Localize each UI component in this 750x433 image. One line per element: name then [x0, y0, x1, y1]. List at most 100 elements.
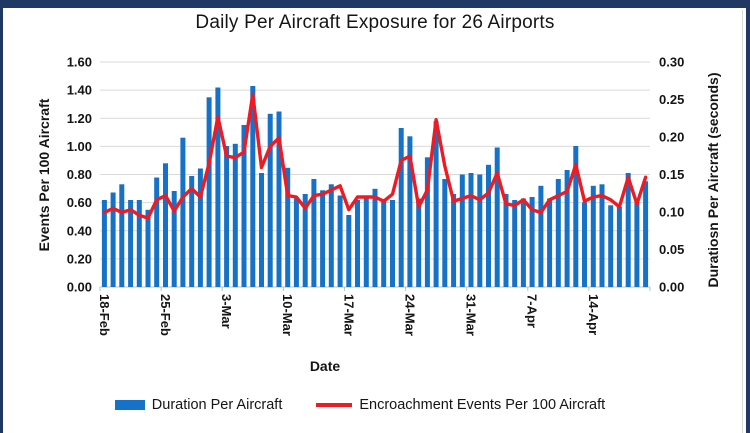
bar-duration	[136, 200, 142, 287]
y-right-tick-label: 0.25	[659, 92, 684, 107]
bar-duration	[459, 174, 465, 287]
bar-duration	[494, 147, 500, 287]
bar-duration	[224, 146, 230, 287]
x-tick-label: 25-Feb	[158, 294, 173, 336]
y-left-tick-label: 1.20	[67, 111, 92, 126]
legend-item-duration: Duration Per Aircraft	[114, 397, 283, 413]
legend-label-encroachment: Encroachment Events Per 100 Aircraft	[359, 397, 606, 413]
y-right-tick-label: 0.20	[659, 130, 684, 145]
bar-duration	[416, 198, 422, 287]
bar-duration	[573, 146, 579, 287]
bar-duration	[433, 121, 439, 288]
x-tick-label: 3-Mar	[219, 294, 234, 329]
bar-duration	[590, 185, 596, 288]
legend-item-encroachment: Encroachment Events Per 100 Aircraft	[316, 397, 605, 413]
bar-duration	[451, 194, 457, 287]
bar-duration	[101, 200, 107, 287]
bar-duration	[337, 195, 343, 287]
bar-duration	[616, 206, 622, 288]
legend-line-swatch-icon	[316, 403, 353, 407]
bar-duration	[424, 157, 430, 288]
line-encroachment	[102, 92, 648, 220]
bar-duration	[171, 191, 177, 287]
bar-duration	[643, 181, 649, 288]
bar-duration	[486, 164, 491, 288]
chart-title: Daily Per Aircraft Exposure for 26 Airpo…	[195, 12, 555, 33]
y-left-tick-label: 0.20	[67, 251, 92, 266]
legend-label-duration: Duration Per Aircraft	[151, 397, 283, 413]
bar-duration	[293, 198, 299, 287]
x-tick-label: 24-Mar	[402, 294, 417, 336]
bar-duration	[285, 167, 291, 288]
bar-duration	[477, 174, 483, 287]
bar-duration	[634, 201, 640, 287]
bar-duration	[564, 170, 570, 287]
bar-duration	[538, 185, 544, 288]
y-left-tick-label: 1.00	[67, 139, 92, 154]
x-tick-label: 17-Mar	[341, 294, 356, 336]
bar-duration	[503, 194, 509, 287]
bar-duration	[363, 197, 369, 287]
y-right-tick-label: 0.00	[659, 280, 684, 295]
bar-duration	[346, 215, 352, 287]
x-tick-label: 7-Apr	[525, 294, 540, 328]
bar-duration	[302, 194, 308, 287]
bar-duration	[145, 209, 151, 288]
x-tick-label: 18-Feb	[97, 294, 112, 336]
legend: Duration Per Aircraft Encroachment Event…	[0, 397, 720, 413]
bar-duration	[599, 184, 605, 288]
figure-border-right	[746, 0, 750, 433]
bar-duration	[625, 173, 631, 287]
bar-duration	[381, 201, 387, 287]
x-axis-title: Date	[309, 358, 341, 374]
bar-duration	[442, 179, 448, 287]
bar-duration	[128, 200, 134, 287]
bar-duration	[372, 188, 378, 288]
bar-duration	[520, 198, 526, 287]
bar-duration	[555, 179, 561, 287]
y-right-tick-label: 0.05	[659, 242, 684, 257]
bar-duration	[241, 125, 247, 287]
bar-duration	[206, 97, 212, 288]
bar-duration	[215, 87, 221, 287]
y-left-tick-label: 0.60	[67, 195, 92, 210]
bar-duration	[390, 200, 395, 287]
bar-duration	[110, 192, 116, 287]
bar-duration	[154, 177, 160, 287]
bar-duration	[398, 128, 404, 287]
figure-border-top	[0, 0, 750, 8]
chart-area-edge	[742, 10, 743, 433]
bar-duration	[276, 111, 282, 287]
bar-duration	[608, 205, 614, 288]
bar-duration	[468, 173, 474, 287]
bar-duration	[119, 184, 125, 288]
bar-duration	[197, 168, 203, 287]
bar-duration	[328, 184, 334, 288]
bar-duration	[529, 197, 535, 287]
legend-bar-swatch-icon	[114, 400, 145, 410]
y-right-tick-label: 0.30	[659, 55, 684, 70]
bar-duration	[180, 137, 186, 287]
y-left-tick-label: 0.80	[67, 167, 92, 182]
bar-duration	[407, 136, 413, 288]
y-left-tick-label: 0.40	[67, 223, 92, 238]
y-right-tick-label: 0.15	[659, 167, 684, 182]
bar-duration	[582, 202, 587, 288]
x-tick-label: 14-Apr	[586, 294, 601, 335]
x-tick-label: 31-Mar	[464, 294, 479, 336]
bar-duration	[267, 113, 273, 288]
y-left-tick-label: 0.00	[67, 280, 92, 295]
bar-duration	[189, 176, 195, 287]
y-left-tick-label: 1.60	[67, 55, 92, 70]
bar-duration	[250, 86, 256, 287]
bar-duration	[547, 198, 553, 287]
bar-duration	[311, 179, 317, 287]
bar-duration	[259, 173, 264, 287]
figure-border-left	[0, 0, 3, 433]
bar-duration	[320, 190, 326, 288]
bar-duration	[512, 200, 518, 287]
bar-duration	[355, 200, 360, 287]
bar-duration	[163, 163, 168, 288]
